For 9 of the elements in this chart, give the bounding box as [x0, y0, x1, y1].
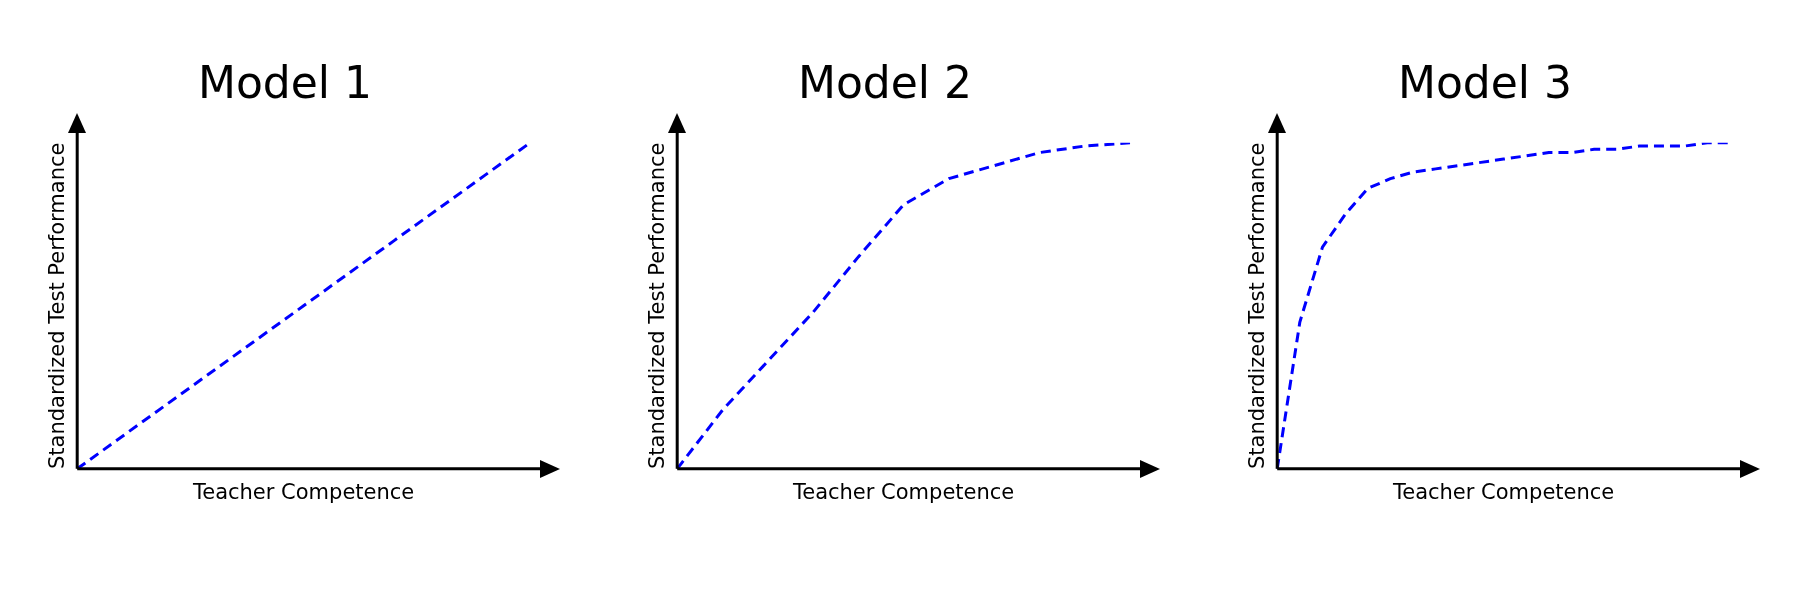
chart-title: Model 1	[197, 56, 373, 108]
x-axis-title: Teacher Competence	[791, 479, 1015, 504]
y-axis-title: Standardized Test Performance	[45, 142, 70, 470]
chart-title: Model 2	[797, 56, 973, 108]
y-axis-title: Standardized Test Performance	[645, 142, 670, 470]
x-axis-title: Teacher Competence	[1391, 479, 1615, 504]
x-axis-title: Teacher Competence	[191, 479, 415, 504]
chart-title: Model 3	[1397, 56, 1573, 108]
y-axis-title: Standardized Test Performance	[1245, 142, 1270, 470]
